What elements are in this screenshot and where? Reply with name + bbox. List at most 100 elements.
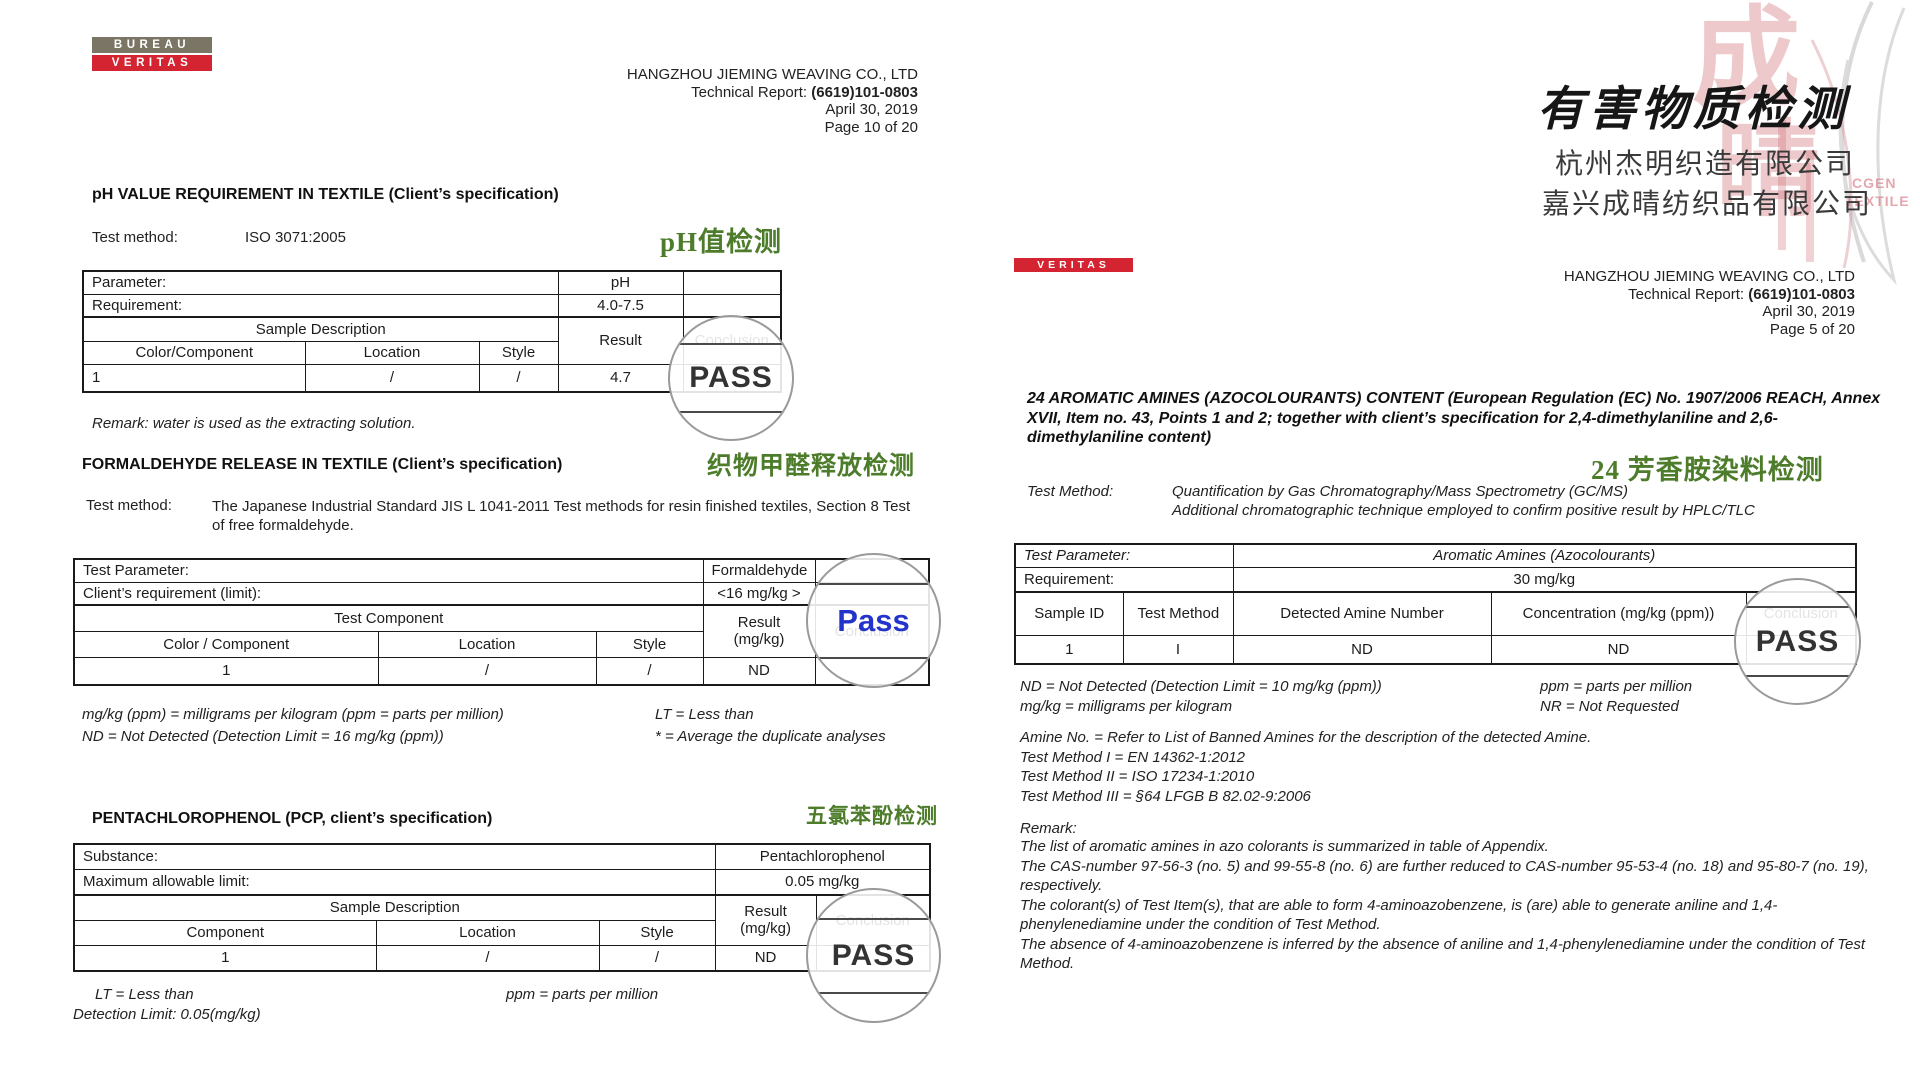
watermark-seal-char-2: 晴 <box>1716 108 1821 231</box>
ph-conclusion-empty-1 <box>682 270 782 295</box>
fm-col-component: Color / Component <box>73 630 379 658</box>
pcp-col-component: Component <box>73 919 377 946</box>
amines-row-detected: ND <box>1232 634 1492 665</box>
amines-col-concentration: Concentration (mg/kg (ppm)) <box>1490 591 1747 636</box>
amines-test-method-label: Test Method: <box>1027 483 1114 500</box>
header-report-label: Technical Report: <box>1628 285 1745 303</box>
stamp-line-top <box>670 342 792 345</box>
pcp-col-location: Location <box>375 919 600 946</box>
pcp-table: Substance: Pentachlorophenol Maximum all… <box>73 843 932 972</box>
formaldehyde-table: Test Parameter: Formaldehyde Client’s re… <box>73 558 930 686</box>
pcp-limit-label: Maximum allowable limit: <box>73 868 716 896</box>
ph-requirement-value: 4.0-7.5 <box>557 293 684 318</box>
amines-table: Test Parameter: Aromatic Amines (Azocolo… <box>1014 543 1858 665</box>
fm-col-location: Location <box>377 630 597 658</box>
ph-col-style: Style <box>478 340 559 365</box>
ph-row-component: 1 <box>82 363 306 393</box>
fm-row-style: / <box>595 656 704 686</box>
ph-parameter-value: pH <box>557 270 684 295</box>
header-report-line: Technical Report: (6619)101-0803 <box>1455 286 1855 304</box>
header-page-number: Page 5 of 20 <box>1769 320 1855 338</box>
veritas-logo-partial: VERITAS <box>1014 258 1133 272</box>
stamp-text: PASS <box>689 361 773 394</box>
fm-req-label: Client’s requirement (limit): <box>73 581 704 606</box>
stamp-text: Pass <box>837 602 910 638</box>
amines-note-mgkg: mg/kg = milligrams per kilogram <box>1020 698 1233 715</box>
pcp-row-component: 1 <box>73 944 377 972</box>
fm-test-method-value: The Japanese Industrial Standard JIS L 1… <box>212 498 911 534</box>
ph-col-location: Location <box>304 340 480 365</box>
fm-row-result: ND <box>702 656 816 686</box>
ph-sample-description-header: Sample Description <box>82 316 559 342</box>
amines-row-sample-id: 1 <box>1014 634 1124 665</box>
formaldehyde-section-title-chinese: 织物甲醛释放检测 <box>707 453 916 480</box>
formaldehyde-section-title: FORMALDEHYDE RELEASE IN TEXTILE (Client’… <box>82 456 563 473</box>
amines-req-value: 30 mg/kg <box>1232 566 1857 593</box>
company-name-chinese-1: 杭州杰明织造有限公司 <box>1555 148 1856 179</box>
pass-stamp-formaldehyde: Pass <box>806 553 941 688</box>
amines-col-detected-amine: Detected Amine Number <box>1232 591 1492 636</box>
fm-row-component: 1 <box>73 656 379 686</box>
ph-table: Parameter: pH Requirement: 4.0-7.5 Sampl… <box>82 270 783 393</box>
left-page-header: HANGZHOU JIEMING WEAVING CO., LTD Techni… <box>518 66 918 136</box>
hazardous-substances-calligraphy-title: 有害物质检测 <box>1537 82 1849 137</box>
amines-param-value: Aromatic Amines (Azocolourants) <box>1232 543 1857 568</box>
amines-col-sample-id: Sample ID <box>1014 591 1124 636</box>
stamp-text: PASS <box>1755 624 1840 658</box>
logo-bureau-bar: BUREAU <box>92 37 212 53</box>
pcp-row-style: / <box>598 944 716 972</box>
amines-test-method-line1: Quantification by Gas Chromatography/Mas… <box>1172 483 1628 500</box>
amines-section-title-chinese: 24 芳香胺染料检测 <box>1591 455 1824 485</box>
fm-note-mgkg: mg/kg (ppm) = milligrams per kilogram (p… <box>82 706 504 723</box>
ph-conclusion-empty-2 <box>682 293 782 318</box>
remark-line: The list of aromatic amines in azo color… <box>1020 838 1549 855</box>
pcp-section-title: PENTACHLOROPHENOL (PCP, client’s specifi… <box>92 810 493 827</box>
amines-col-test-method: Test Method <box>1122 591 1234 636</box>
amines-req-label: Requirement: <box>1014 566 1234 593</box>
fm-note-average: * = Average the duplicate analyses <box>655 728 886 745</box>
amine-ref-line: Test Method III = §64 LFGB B 82.02-9:200… <box>1020 787 1311 805</box>
stamp-line-bottom <box>1736 675 1859 678</box>
fm-param-label: Test Parameter: <box>73 558 704 583</box>
amine-ref-line: Amine No. = Refer to List of Banned Amin… <box>1020 729 1592 746</box>
stamp-text: PASS <box>831 938 916 972</box>
stamp-line-bottom <box>670 411 792 414</box>
header-report-number: (6619)101-0803 <box>1748 285 1855 303</box>
header-date: April 30, 2019 <box>1762 303 1855 320</box>
fm-req-value: <16 mg/kg > <box>702 581 816 606</box>
amines-remark-block: Remark: The list of aromatic amines in a… <box>1020 820 1892 974</box>
header-report-line: Technical Report: (6619)101-0803 <box>518 84 918 102</box>
pass-stamp-pcp: PASS <box>806 888 941 1023</box>
remark-line: The colorant(s) of Test Item(s), that ar… <box>1020 896 1778 934</box>
right-page-header: HANGZHOU JIEMING WEAVING CO., LTD Techni… <box>1455 268 1855 338</box>
ph-section-title: pH VALUE REQUIREMENT IN TEXTILE (Client’… <box>92 186 559 203</box>
amine-ref-line: Test Method II = ISO 17234-1:2010 <box>1020 768 1255 785</box>
stamp-line-top <box>1736 605 1859 608</box>
remark-line: The absence of 4-aminoazobenzene is infe… <box>1020 935 1866 973</box>
watermark-leaf-icon <box>1778 1 1906 286</box>
ph-row-location: / <box>304 363 480 393</box>
pcp-note-ppm: ppm = parts per million <box>506 986 659 1003</box>
pcp-substance-value: Pentachlorophenol <box>714 843 931 870</box>
ph-result-header: Result <box>557 316 684 365</box>
pcp-row-result: ND <box>714 944 817 972</box>
ph-row-result: 4.7 <box>557 363 684 393</box>
company-name-chinese-2: 嘉兴成晴纺织品有限公司 <box>1542 188 1873 219</box>
pcp-sample-description-header: Sample Description <box>73 894 716 921</box>
amines-note-ppm: ppm = parts per million <box>1540 678 1693 695</box>
header-report-number: (6619)101-0803 <box>811 83 918 101</box>
fm-result-header: Result (mg/kg) <box>702 604 816 658</box>
fm-data-row: 1 / / ND <box>73 656 930 686</box>
pcp-section-title-chinese: 五氯苯酚检测 <box>806 804 938 828</box>
stamp-line-bottom <box>808 656 939 659</box>
amines-reference-block: Amine No. = Refer to List of Banned Amin… <box>1020 728 1591 806</box>
amines-param-label: Test Parameter: <box>1014 543 1234 568</box>
header-date: April 30, 2019 <box>825 101 918 118</box>
ph-test-method-value: ISO 3071:2005 <box>245 229 346 246</box>
ph-remark: Remark: water is used as the extracting … <box>92 415 416 432</box>
pass-stamp-ph: PASS <box>668 315 794 441</box>
bureau-veritas-logo: BUREAU VERITAS <box>92 37 212 71</box>
ph-row-style: / <box>478 363 559 393</box>
pcp-substance-label: Substance: <box>73 843 716 870</box>
amines-row-test-method: I <box>1122 634 1234 665</box>
